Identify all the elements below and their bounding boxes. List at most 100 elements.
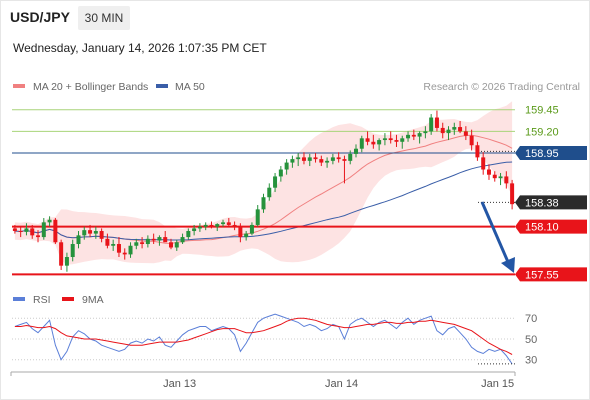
candle: [284, 159, 289, 175]
candle: [440, 122, 445, 139]
ma50-line: [14, 161, 513, 241]
candle-body: [486, 169, 491, 175]
candle-body: [111, 244, 116, 246]
candle: [486, 164, 491, 180]
candle: [463, 126, 468, 141]
candle-body: [394, 140, 399, 142]
candle-body: [301, 157, 306, 161]
moving-averages: [14, 134, 513, 245]
rsi-tick-label: 30: [525, 355, 537, 367]
candle-body: [145, 238, 150, 245]
level-tag-background: [515, 146, 587, 161]
candle: [377, 138, 382, 151]
candle-body: [134, 242, 139, 246]
candle: [365, 131, 370, 146]
candle-body: [504, 176, 509, 184]
candle-body: [93, 231, 98, 234]
level-tag-background: [515, 267, 587, 282]
rsi-panel: 70 50 30: [12, 313, 537, 367]
candle: [434, 110, 439, 132]
candle-body: [255, 209, 260, 225]
candle-body: [359, 138, 364, 149]
candle: [111, 239, 116, 251]
rsi-tick-label: 50: [525, 334, 537, 346]
candle: [59, 239, 64, 271]
candle: [273, 172, 278, 193]
candle: [417, 131, 422, 144]
candle-body: [99, 231, 104, 239]
candle-body: [498, 176, 503, 179]
candle-body: [377, 140, 382, 145]
candle-body: [76, 235, 81, 245]
candle-body: [36, 235, 41, 238]
candle: [221, 219, 226, 227]
candle: [359, 135, 364, 153]
candle: [458, 120, 463, 134]
level-tag-pivot: 158.95: [515, 146, 587, 161]
candle-body: [82, 230, 87, 236]
candle-body: [330, 157, 335, 161]
level-labels: 159.45 159.20 158.95 158.38 158.10 157.55: [515, 105, 587, 282]
candle-body: [140, 242, 145, 245]
candle-body: [319, 159, 324, 163]
candle-body: [510, 183, 515, 205]
candle: [197, 223, 202, 232]
rsi-line: [14, 313, 513, 365]
candle: [53, 218, 58, 245]
ma50-legend-label: MA 50: [175, 81, 205, 93]
candle: [30, 224, 35, 239]
level-tag-label: 158.38: [525, 197, 559, 209]
forecast-arrow: [480, 201, 515, 273]
candle-body: [157, 237, 162, 241]
candle-body: [70, 244, 75, 258]
candle-body: [336, 157, 341, 160]
candle: [394, 134, 399, 147]
candle: [203, 222, 208, 231]
candle: [342, 155, 347, 184]
chart-datetime: Wednesday, January 14, 2026 1:07:35 PM C…: [13, 41, 267, 55]
candle: [238, 223, 243, 243]
candle: [446, 126, 451, 141]
candle: [249, 222, 254, 236]
candle-body: [342, 159, 347, 161]
candle-body: [290, 159, 295, 163]
candle-body: [371, 141, 376, 145]
candle-body: [24, 228, 29, 232]
time-axis: Jan 13 Jan 14 Jan 15: [10, 371, 516, 390]
level-label: 159.45: [525, 105, 559, 117]
candle: [371, 134, 376, 149]
candle: [244, 231, 249, 241]
level-tag-background: [515, 195, 587, 210]
bollinger-bands: [14, 101, 513, 265]
candle-body: [192, 228, 197, 232]
candle: [469, 129, 474, 151]
candle: [18, 226, 23, 238]
candle: [261, 193, 266, 213]
candle: [382, 133, 387, 146]
candle-body: [348, 153, 353, 161]
candle-body: [88, 230, 93, 234]
candle: [290, 155, 295, 168]
candle-body: [197, 226, 202, 229]
candle: [429, 114, 434, 135]
candle-body: [232, 224, 237, 227]
timeframe-button[interactable]: 30 MIN: [78, 6, 130, 30]
candle: [423, 126, 428, 139]
candle: [105, 233, 110, 249]
candle-body: [64, 257, 69, 266]
candle: [64, 252, 69, 272]
candle: [232, 221, 237, 231]
candle-body: [151, 238, 156, 241]
candle-body: [267, 187, 272, 198]
candle-body: [325, 160, 330, 163]
candle: [400, 135, 405, 149]
candle-body: [53, 219, 58, 243]
rsi-legend-swatch: [13, 297, 25, 301]
candle: [174, 239, 179, 251]
candle-body: [261, 197, 266, 210]
candle-body: [30, 228, 35, 236]
candle: [88, 224, 93, 238]
candle-body: [180, 237, 185, 243]
candle-body: [244, 233, 249, 238]
ma9-legend-label: 9MA: [82, 294, 104, 306]
